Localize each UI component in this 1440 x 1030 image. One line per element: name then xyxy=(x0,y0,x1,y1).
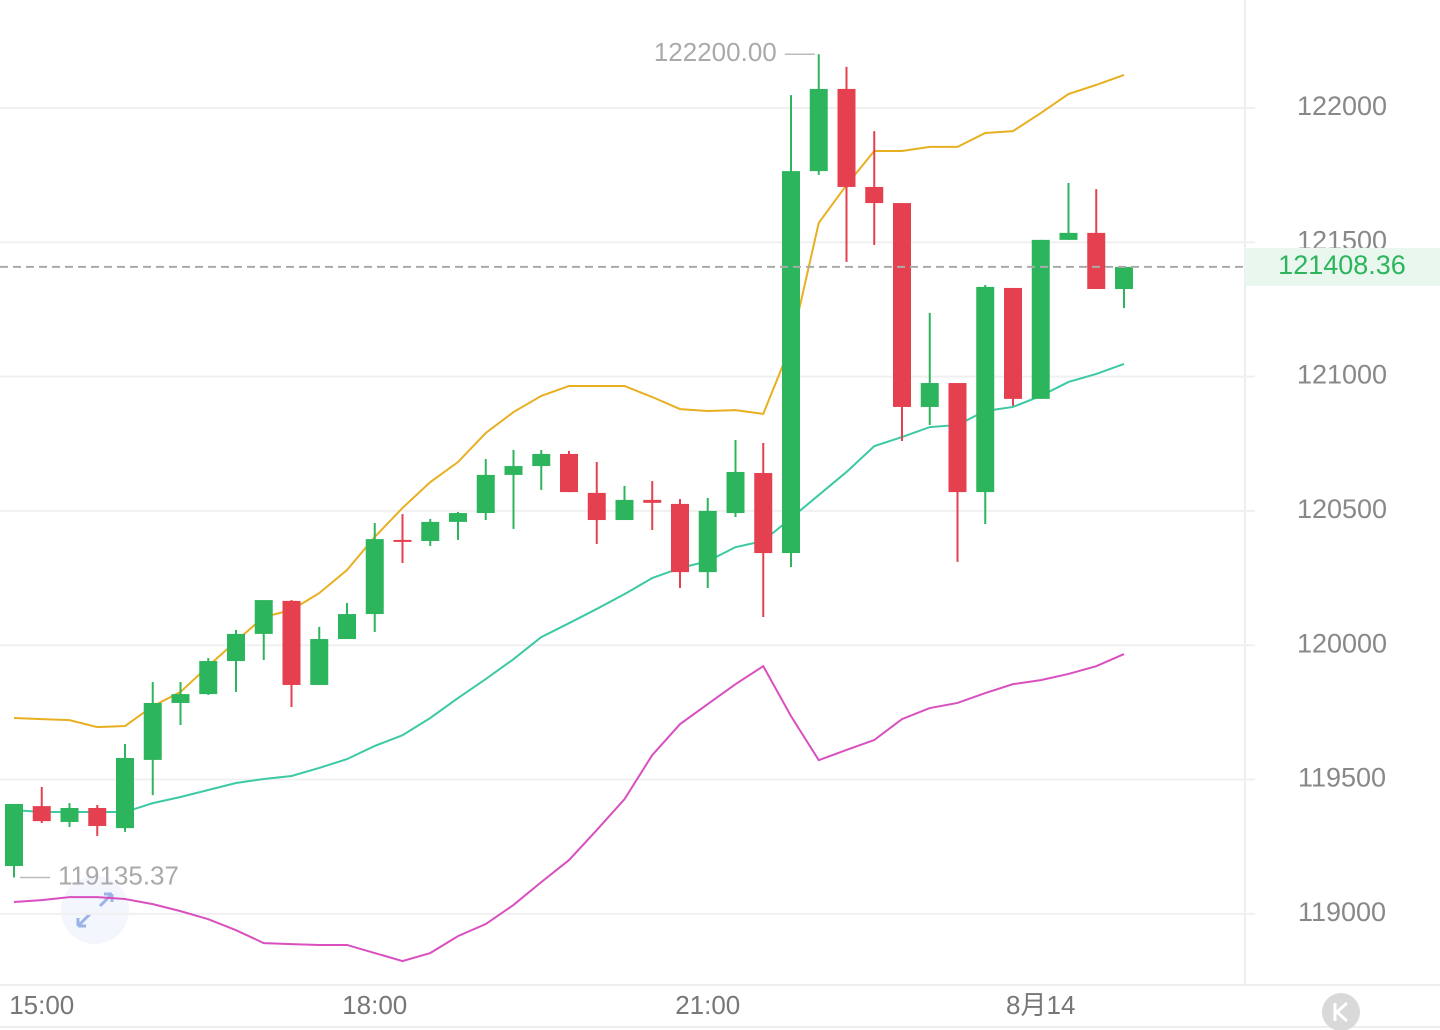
candle-body xyxy=(338,614,356,640)
candle-body xyxy=(393,539,412,542)
x-tick-label: 15:00 xyxy=(9,990,74,1020)
candle-body xyxy=(254,600,273,634)
band-line xyxy=(13,653,1125,963)
candle-body xyxy=(227,633,245,662)
candle-body xyxy=(560,453,578,493)
candle-body xyxy=(476,474,495,514)
candle-body xyxy=(116,758,134,829)
candle-body xyxy=(893,203,911,407)
annotation-label: 119135.37 xyxy=(58,860,179,890)
candle-body xyxy=(920,383,939,407)
y-tick-label: 120000 xyxy=(1297,628,1387,658)
candle-body xyxy=(449,513,467,522)
candle-body xyxy=(1115,266,1133,290)
candle-body xyxy=(1004,287,1022,399)
candle-body xyxy=(199,661,218,695)
candle-body xyxy=(1031,239,1050,399)
candle-body xyxy=(32,806,51,822)
candle-body xyxy=(726,471,745,514)
candle-body xyxy=(754,473,773,554)
expand-icon[interactable] xyxy=(61,876,129,944)
candle-body xyxy=(976,286,995,493)
candle-body xyxy=(587,492,606,521)
candle-body xyxy=(865,186,884,204)
candle-body xyxy=(88,807,107,826)
last-price-label: 121408.36 xyxy=(1278,250,1406,280)
candle-body xyxy=(504,466,523,475)
candle-body xyxy=(615,499,634,521)
candle-body xyxy=(782,171,800,554)
candle-body xyxy=(837,88,856,187)
candle-body xyxy=(171,694,190,703)
candle-body xyxy=(809,88,828,172)
y-tick-label: 122000 xyxy=(1297,91,1387,121)
annotation-label: 122200.00 xyxy=(654,37,777,67)
candle-body xyxy=(143,702,162,760)
candle-body xyxy=(671,503,689,573)
candle-body xyxy=(948,383,967,493)
candle-body xyxy=(698,510,717,573)
candle-body xyxy=(1059,232,1078,240)
y-tick-label: 121000 xyxy=(1297,360,1387,390)
candle-body xyxy=(282,600,301,685)
y-tick-label: 119000 xyxy=(1298,897,1386,927)
last-price-box xyxy=(1245,247,1440,286)
expand-icon-glyph xyxy=(76,892,114,928)
candle-body xyxy=(421,521,440,541)
candle-body xyxy=(1087,232,1106,290)
x-tick-label: 21:00 xyxy=(675,990,740,1020)
k-button-bg xyxy=(1322,993,1360,1030)
x-tick-label: 8月14 xyxy=(1006,990,1075,1020)
k-button[interactable] xyxy=(1322,993,1360,1030)
band-line xyxy=(13,363,1125,814)
candle-body xyxy=(365,539,384,615)
band-line xyxy=(13,74,1125,729)
candle-body xyxy=(643,499,662,503)
candle-body xyxy=(60,807,79,822)
y-tick-label: 119500 xyxy=(1298,763,1386,793)
y-tick-label: 120500 xyxy=(1297,494,1387,524)
candle-body xyxy=(310,639,329,685)
k-button-glyph xyxy=(1333,1001,1349,1023)
candle-body xyxy=(532,453,551,467)
candle-body xyxy=(5,803,23,867)
x-tick-label: 18:00 xyxy=(342,990,407,1020)
